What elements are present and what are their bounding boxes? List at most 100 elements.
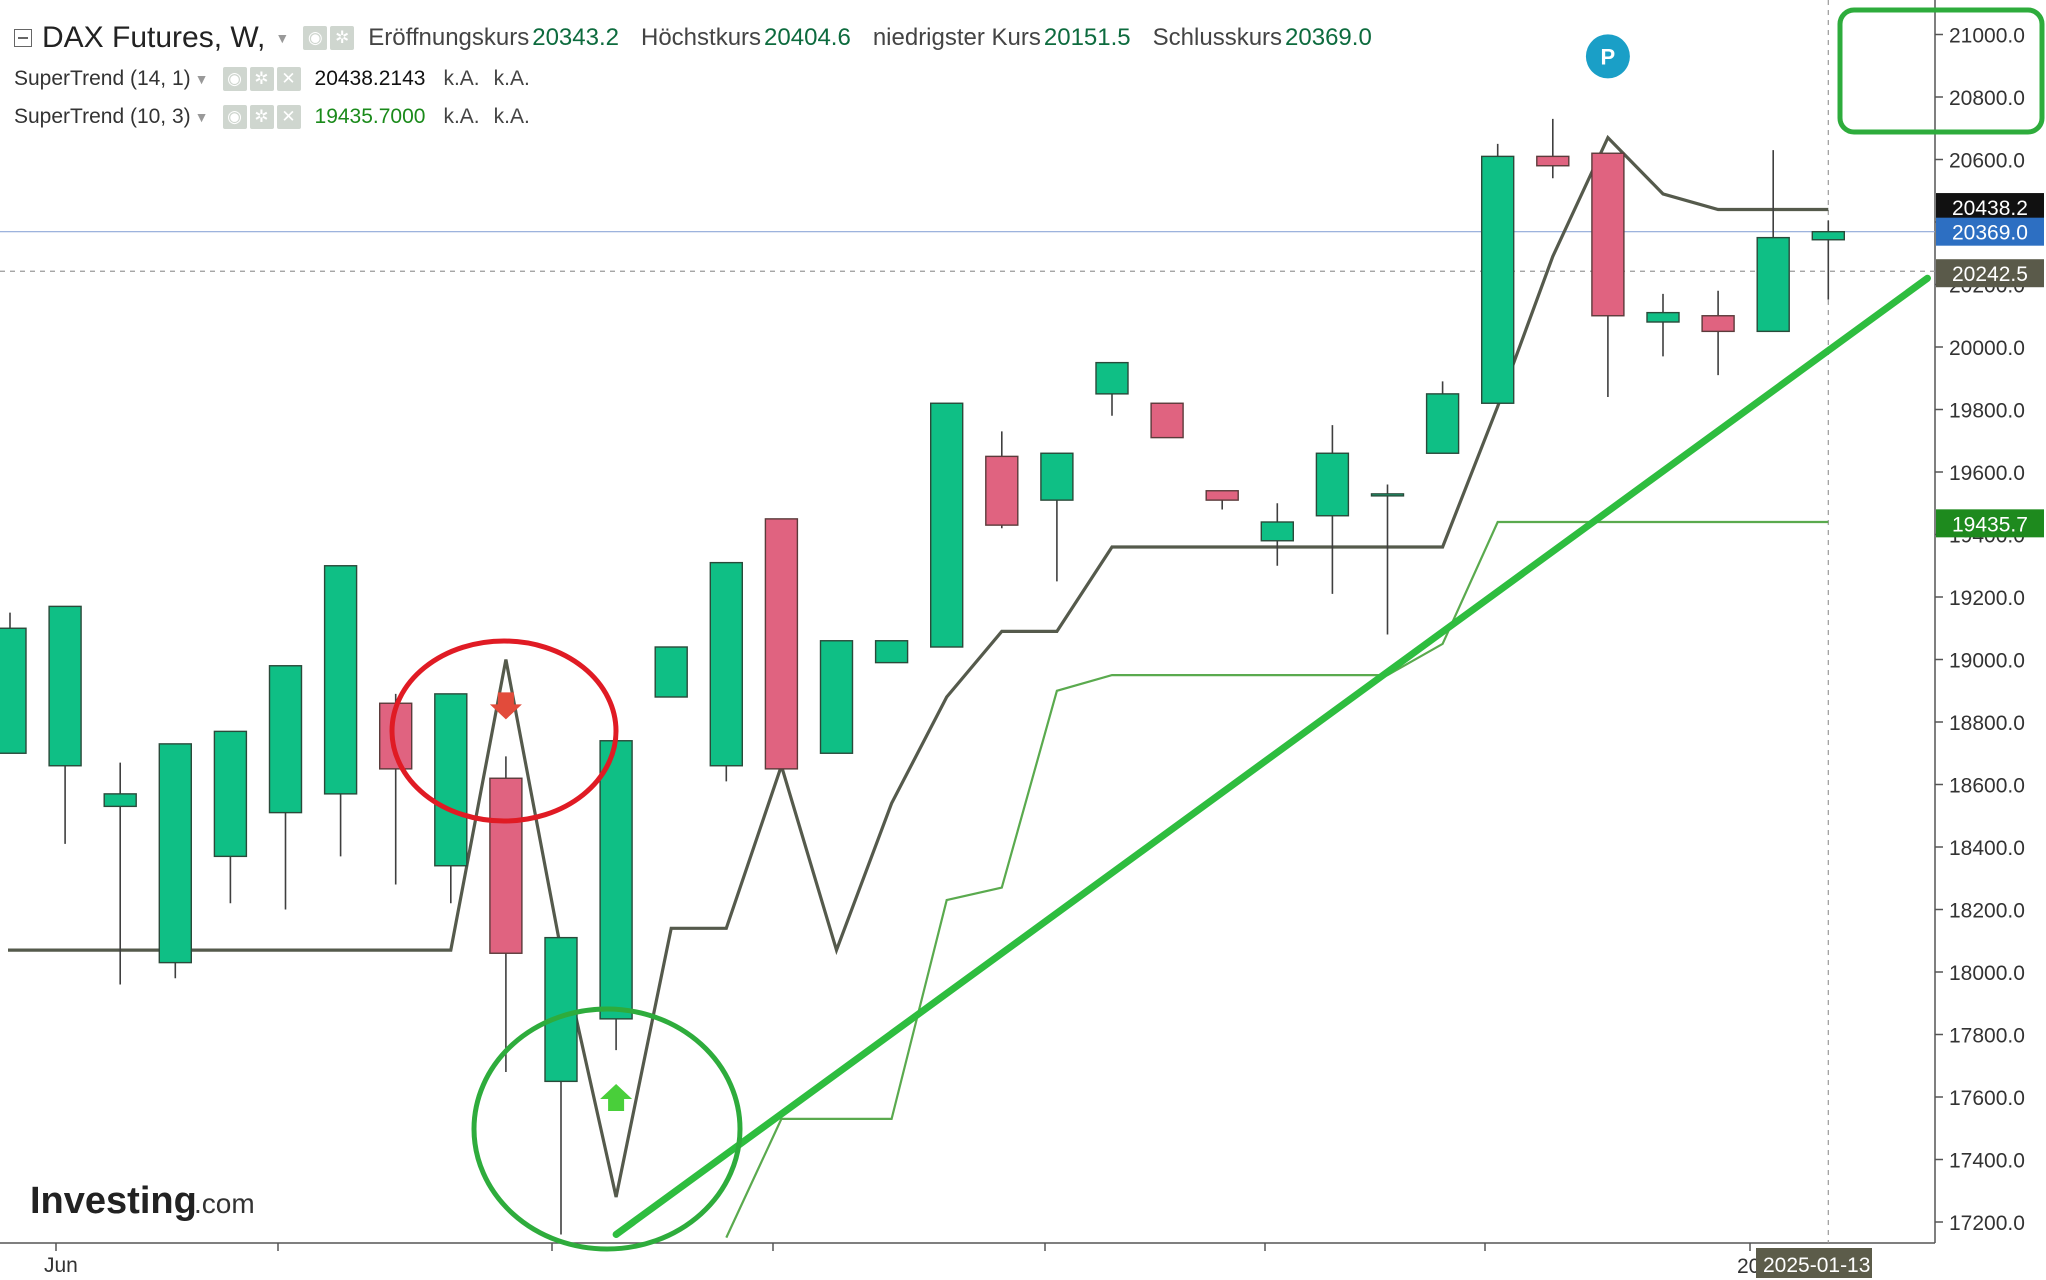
price-tick-label: 21000.0: [1949, 25, 2025, 48]
indicator-na: k.A.: [443, 105, 480, 128]
price-tag-label: 20438.2: [1952, 197, 2028, 220]
price-tag-bg: [1936, 193, 2044, 222]
low-value: 20151.5: [1043, 24, 1131, 51]
date-cursor-bg: [1756, 1248, 1872, 1278]
candle-body: [48, 605, 82, 767]
settings-gear-icon[interactable]: ✲: [249, 105, 274, 129]
annotations: P: [389, 7, 2045, 1252]
visibility-icon[interactable]: ◉: [222, 67, 247, 91]
high-value: 20404.6: [764, 24, 851, 51]
remove-icon[interactable]: ✕: [276, 105, 301, 129]
candle-body: [1591, 152, 1625, 317]
chevron-down-icon[interactable]: ▼: [194, 71, 209, 87]
candle-body: [985, 455, 1019, 526]
indicator-label[interactable]: SuperTrend (10, 3): [14, 105, 191, 128]
time-axis[interactable]: Jun: [0, 1242, 1935, 1277]
supertrend-10-3-line: [725, 520, 1829, 1239]
candle-body: [213, 730, 248, 858]
buy-signal-up-arrow-icon: [600, 1084, 633, 1111]
symbol-row: DAX Futures, W, ▼ ◉ ✲ Eröffnungskurs 203…: [14, 16, 1394, 60]
candle-up: [158, 743, 193, 979]
candle-down: [1150, 402, 1184, 439]
price-tag-label: 19435.7: [1952, 513, 2028, 536]
candle-up: [1756, 150, 1790, 333]
chevron-down-icon[interactable]: ▼: [275, 30, 290, 46]
trend-line: [612, 274, 1931, 1238]
open-value: 20343.2: [532, 24, 619, 51]
collapse-legend-icon[interactable]: [14, 29, 32, 47]
settings-gear-icon[interactable]: ✲: [249, 67, 274, 91]
candle-body: [764, 518, 799, 770]
candle-up: [0, 612, 27, 754]
date-cursor-prefix: 20: [1737, 1255, 1760, 1278]
red-circle-annotation: [389, 638, 619, 824]
candle-up: [1260, 503, 1295, 566]
investing-brand-text: Investing: [30, 1180, 197, 1222]
candle-body: [1811, 230, 1846, 241]
price-tick-label: 18800.0: [1949, 712, 2025, 735]
indicator-row-supertrend-14: SuperTrend (14, 1) ▼ ◉ ✲ ✕ 20438.2143 k.…: [14, 60, 1394, 98]
candle-body: [1315, 452, 1350, 517]
price-tick-label: 17200.0: [1949, 1212, 2025, 1235]
remove-icon[interactable]: ✕: [276, 67, 301, 91]
candle-down: [489, 756, 523, 1072]
candle-down: [1591, 152, 1625, 397]
supertrend-14-1-path: [8, 134, 1829, 1198]
close-value: 20369.0: [1285, 24, 1372, 51]
indicator-value: 19435.7000: [314, 105, 426, 128]
indicator-row-supertrend-10: SuperTrend (10, 3) ▼ ◉ ✲ ✕ 19435.7000 k.…: [14, 98, 1394, 136]
symbol-title[interactable]: DAX Futures, W,: [42, 21, 266, 54]
candle-body: [1150, 402, 1184, 439]
investing-watermark: Investing.com: [30, 1180, 255, 1222]
candle-up: [434, 693, 468, 904]
candle-body: [1480, 155, 1515, 404]
symbol-controls: ◉ ✲: [303, 26, 355, 50]
supertrend-14-1-line: [8, 134, 1829, 1198]
candle-up: [213, 730, 248, 904]
indicator-na: k.A.: [493, 105, 530, 128]
price-tick-label: 17400.0: [1949, 1150, 2025, 1173]
indicator-label[interactable]: SuperTrend (14, 1): [14, 67, 191, 90]
candle-up: [709, 561, 743, 782]
candle-body: [0, 627, 27, 754]
supertrend-10-3-path: [725, 520, 1829, 1239]
candle-body: [1205, 490, 1239, 501]
price-tag-bg: [1936, 259, 2044, 288]
candle-up: [930, 402, 964, 648]
candle-up: [103, 762, 137, 985]
time-tick-label-jun: Jun: [44, 1254, 78, 1277]
candle-body: [654, 646, 688, 698]
price-tick-label: 18400.0: [1949, 837, 2025, 860]
chevron-down-icon[interactable]: ▼: [194, 109, 209, 125]
candle-up: [654, 646, 688, 698]
close-label: Schlusskurs: [1152, 24, 1283, 51]
visibility-icon[interactable]: ◉: [222, 105, 247, 129]
settings-gear-icon[interactable]: ✲: [330, 26, 355, 50]
low-label: niedrigster Kurs: [872, 24, 1041, 51]
indicator-value: 20438.2143: [314, 67, 426, 90]
candle-body: [544, 936, 578, 1083]
candle-up: [599, 740, 633, 1051]
candle-down: [985, 431, 1019, 529]
candle-body: [819, 640, 854, 754]
pivot-marker-label: P: [1601, 44, 1616, 69]
candle-body: [1756, 236, 1790, 333]
price-tag-bg: [1936, 509, 2044, 538]
candle-body: [103, 793, 137, 808]
candlesticks: [0, 118, 1846, 1235]
investing-brand-suffix: .com: [194, 1188, 255, 1219]
high-label: Höchstkurs: [641, 24, 762, 51]
candle-body: [1040, 452, 1074, 501]
candle-down: [764, 518, 799, 770]
sell-signal-down-arrow-icon: [489, 692, 522, 720]
price-tick-label: 20000.0: [1949, 337, 2025, 360]
chart-legend: DAX Futures, W, ▼ ◉ ✲ Eröffnungskurs 203…: [14, 16, 1394, 136]
visibility-icon[interactable]: ◉: [303, 26, 328, 50]
candle-down: [1701, 290, 1735, 376]
candle-body: [1095, 361, 1129, 395]
candle-body: [1536, 155, 1570, 167]
price-tick-label: 20600.0: [1949, 150, 2025, 173]
